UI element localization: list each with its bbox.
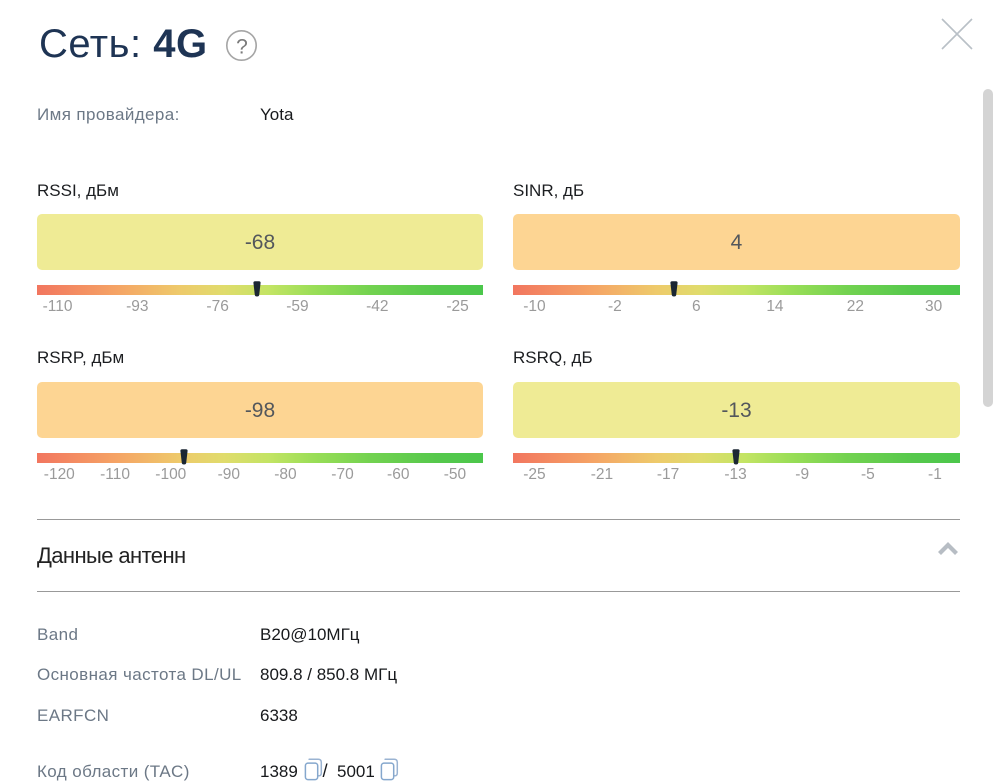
svg-text:?: ? [236, 35, 248, 58]
